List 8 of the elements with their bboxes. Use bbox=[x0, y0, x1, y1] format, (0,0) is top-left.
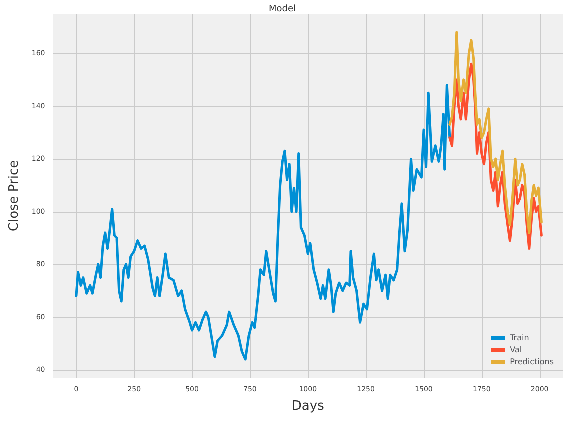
y-axis-title: Close Price bbox=[7, 160, 22, 232]
chart-title: Model bbox=[268, 4, 296, 14]
legend-label: Val bbox=[510, 346, 522, 354]
legend-label: Predictions bbox=[510, 358, 554, 366]
line-series bbox=[75, 84, 452, 361]
legend-label: Train bbox=[509, 334, 530, 342]
x-axis-title: Days bbox=[292, 399, 325, 414]
line-series bbox=[448, 31, 543, 234]
